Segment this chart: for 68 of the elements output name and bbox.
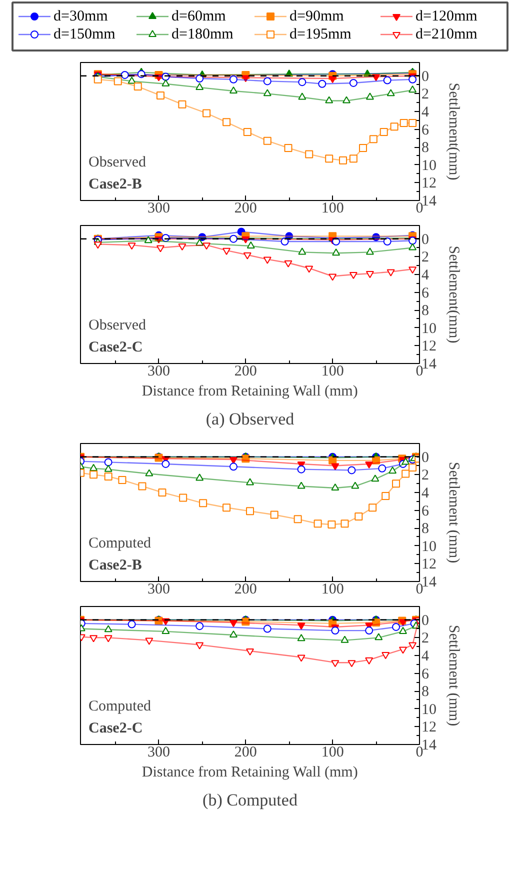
annotation: Observed [88,318,146,334]
x-tick-label: 100 [321,744,344,760]
annotation: Computed [88,698,152,714]
x-tick-label: 300 [147,364,170,380]
y-axis-title: Settlement (mm) [446,462,462,564]
y-tick-label: 10 [422,158,436,174]
legend-label: d=150mm [54,26,116,42]
y-tick-label: 14 [422,356,437,372]
legend-label: d=195mm [290,26,352,42]
legend-label: d=120mm [416,8,478,24]
y-tick-label: 14 [422,194,437,210]
y-tick-label: 2 [422,468,429,484]
y-tick-label: 8 [422,303,429,320]
y-tick-label: 8 [422,140,429,156]
x-tick-label: 200 [234,744,257,760]
y-tick-label: 10 [422,702,436,718]
legend-label: d=60mm [172,8,226,24]
y-axis-title: Settlement(mm) [446,82,462,180]
x-tick-label: 300 [147,744,170,760]
legend-label: d=210mm [416,26,478,42]
x-tick-label: 100 [321,582,344,598]
y-tick-label: 4 [422,485,430,502]
x-tick-label: 300 [147,582,170,598]
y-tick-label: 2 [422,630,429,647]
y-tick-label: 6 [422,122,430,138]
legend-label: d=30mm [54,8,108,24]
annotation: Case2-B [88,176,142,192]
annotation: Case2-C [88,720,143,736]
y-tick-label: 12 [422,338,436,355]
x-tick-label: 100 [321,364,344,380]
x-tick-label: 300 [147,200,170,216]
y-tick-label: 4 [422,267,430,284]
y-tick-label: 8 [422,684,429,700]
y-tick-label: 6 [422,666,430,682]
y-tick-label: 6 [422,503,430,520]
x-tick-label: 200 [234,200,257,216]
text: (b) Computed [202,790,298,810]
y-tick-label: 0 [422,68,429,85]
y-tick-label: 12 [422,176,436,192]
x-axis-title: Distance from Retaining Wall (mm) [142,764,358,780]
y-tick-label: 10 [422,320,436,337]
annotation: Observed [88,154,146,170]
y-tick-label: 0 [422,450,429,466]
y-axis-title: Settlement (mm) [446,624,462,726]
text: (a) Observed [206,410,295,428]
y-tick-label: 6 [422,285,430,302]
y-tick-label: 2 [422,86,429,103]
y-tick-label: 0 [422,612,429,629]
y-tick-label: 8 [422,521,429,538]
x-tick-label: 200 [234,364,257,380]
y-tick-label: 12 [422,556,436,573]
legend-label: d=180mm [172,26,234,42]
annotation: Case2-C [88,340,143,356]
y-axis-title: Settlement(mm) [446,246,462,344]
y-tick-label: 14 [422,738,437,754]
x-tick-label: 100 [321,200,344,216]
y-tick-label: 10 [422,538,436,555]
y-tick-label: 0 [422,232,429,248]
y-tick-label: 2 [422,250,429,266]
legend-label: d=90mm [290,8,344,24]
y-tick-label: 14 [422,574,437,590]
y-tick-label: 4 [422,648,430,664]
annotation: Computed [88,536,152,552]
y-tick-label: 4 [422,104,430,120]
x-tick-label: 200 [234,582,257,598]
y-tick-label: 12 [422,720,436,736]
x-axis-title: Distance from Retaining Wall (mm) [142,384,358,400]
annotation: Case2-B [88,558,142,574]
